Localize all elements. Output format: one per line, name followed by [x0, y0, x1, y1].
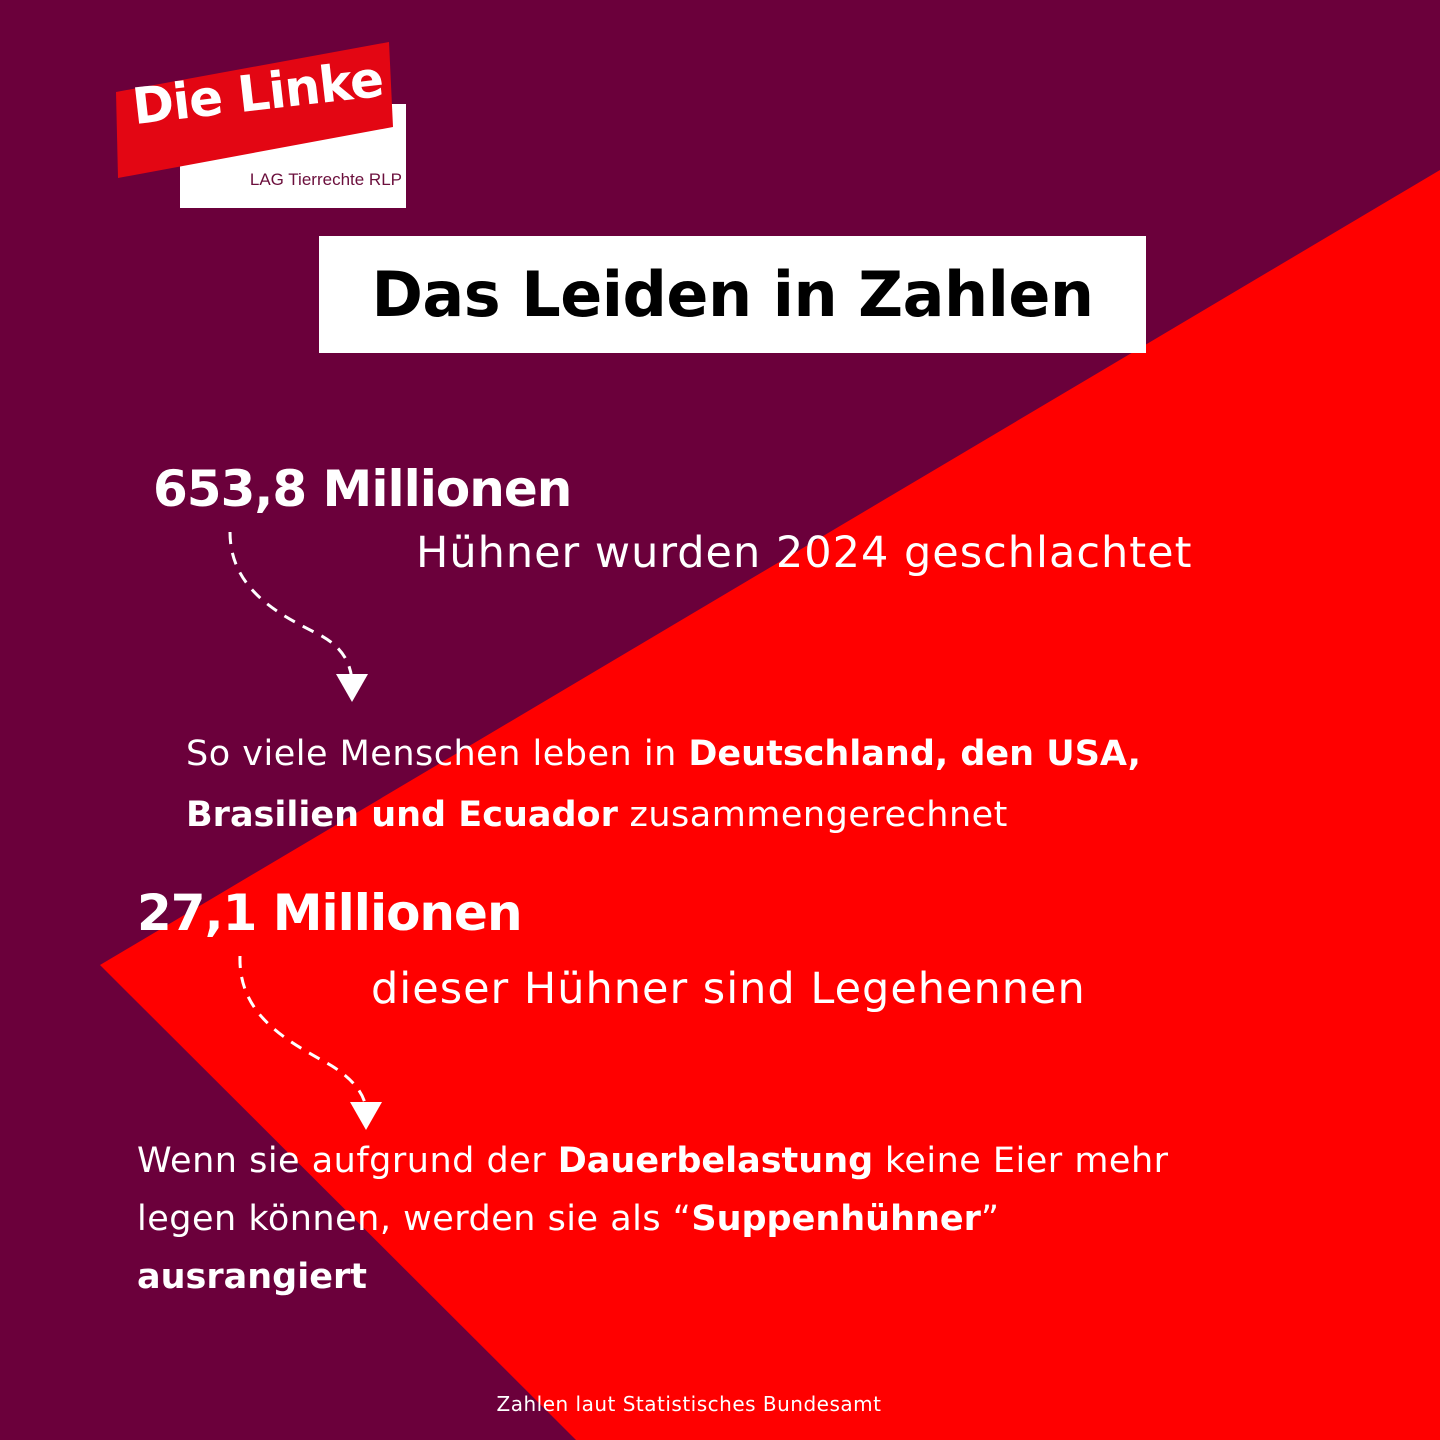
dashed-arrow-icon: [238, 955, 382, 1130]
stat-text-1-prefix: So viele Menschen leben in: [186, 734, 689, 774]
stat-number-1: 653,8 Millionen: [153, 460, 572, 518]
stat-text-2-prefix: Wenn sie aufgrund der: [137, 1141, 558, 1181]
stat-text-1-countries: Deutschland, den USA, Brasilien und Ecua…: [186, 734, 1141, 835]
stat-text-1-suffix: zusammengerechnet: [617, 795, 1008, 835]
stat-text-2-bold-2: Suppenhühner: [691, 1199, 981, 1239]
page-title: Das Leiden in Zahlen: [371, 258, 1094, 331]
stat-text-1: So viele Menschen leben in Deutschland, …: [186, 724, 1306, 846]
logo-subtitle: LAG Tierrechte RLP: [249, 170, 402, 189]
source-footer: Zahlen laut Statistisches Bundesamt: [496, 1392, 882, 1416]
stat-text-2-bold-3: ausrangiert: [137, 1257, 367, 1297]
stat-text-2-mid: keine Eier mehr legen können, werden sie…: [137, 1141, 1169, 1239]
stat-caption-1: Hühner wurden 2024 geschlachtet: [416, 528, 1193, 578]
stat-number-2: 27,1 Millionen: [137, 884, 523, 942]
dashed-arrow-icon: [228, 531, 368, 702]
stat-text-2: Wenn sie aufgrund der Dauerbelastung kei…: [137, 1132, 1227, 1306]
stat-text-2-bold-1: Dauerbelastung: [557, 1141, 874, 1181]
title-box: Das Leiden in Zahlen: [319, 236, 1146, 353]
stat-text-2-mid-2: ”: [980, 1199, 1000, 1239]
background-red-wedge: [100, 170, 1440, 1440]
stat-caption-2: dieser Hühner sind Legehennen: [371, 964, 1086, 1014]
